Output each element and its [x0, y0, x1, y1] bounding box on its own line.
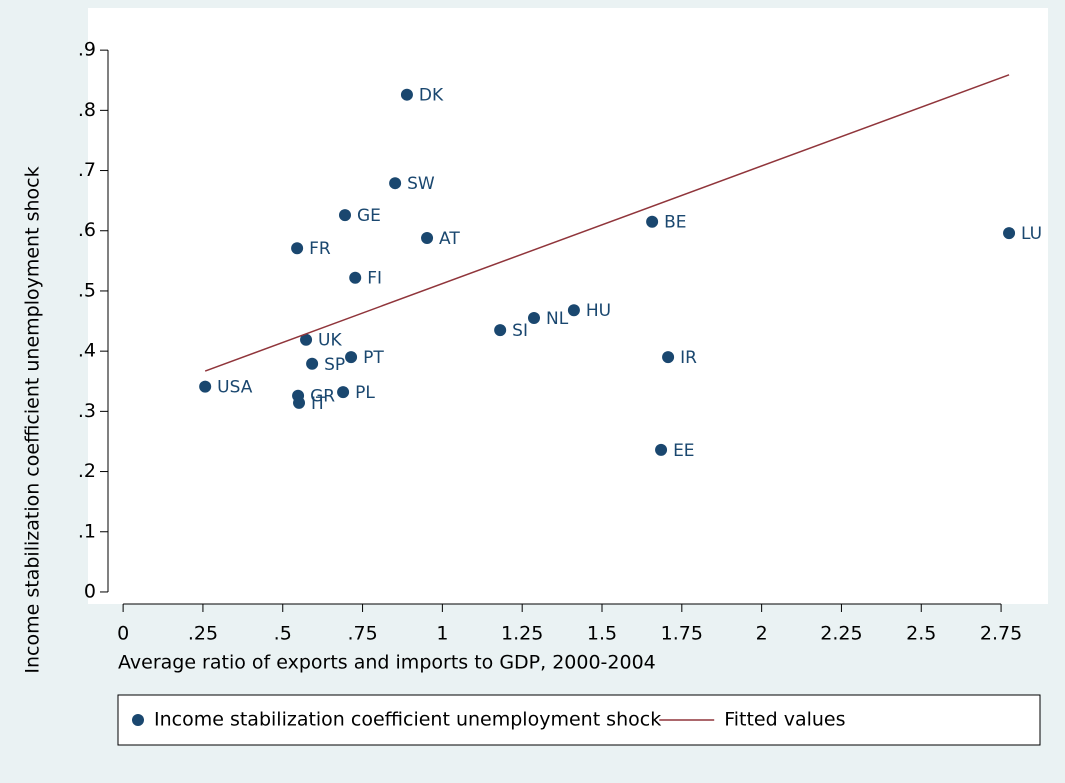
point-label: GE: [357, 206, 381, 226]
x-tick-label: 1.5: [587, 623, 617, 645]
y-tick-label: .4: [78, 340, 96, 362]
point-label: FR: [309, 239, 331, 259]
y-tick-label: .6: [78, 219, 96, 241]
point-label: SW: [407, 174, 435, 194]
point: [300, 333, 313, 346]
point-label: NL: [546, 309, 569, 329]
point-label: UK: [318, 331, 342, 351]
point-label: PL: [355, 383, 375, 403]
point-label: BE: [664, 213, 686, 233]
point: [339, 209, 352, 222]
point-label: LU: [1021, 224, 1042, 244]
legend-label: Income stabilization coefficient unemplo…: [154, 709, 661, 731]
x-tick-label: 2.75: [980, 623, 1022, 645]
y-tick-label: .7: [78, 159, 96, 181]
point: [345, 351, 358, 364]
y-tick-label: 0: [84, 580, 96, 602]
point-label: IR: [680, 348, 697, 368]
y-tick-label: .8: [78, 99, 96, 121]
point-label: DK: [419, 86, 444, 106]
point: [293, 396, 306, 409]
point-label: FI: [367, 269, 382, 289]
x-tick-label: 1.25: [501, 623, 543, 645]
point-label: IT: [311, 394, 327, 414]
point-label: EE: [673, 441, 694, 461]
point: [646, 215, 659, 228]
y-tick-label: .5: [78, 279, 96, 301]
x-tick-label: 1: [436, 623, 448, 645]
point: [655, 443, 668, 456]
legend-marker: [132, 714, 144, 726]
y-tick-label: .9: [78, 39, 96, 61]
point-label: PT: [363, 348, 384, 368]
point: [199, 380, 212, 393]
point: [291, 242, 304, 255]
point: [306, 357, 319, 370]
x-tick-label: .25: [188, 623, 218, 645]
y-tick-label: .2: [78, 460, 96, 482]
point: [389, 177, 402, 190]
point-label: SI: [512, 321, 528, 341]
y-axis-title: Income stabilization coefficient unemplo…: [22, 166, 44, 673]
point: [400, 88, 413, 101]
point: [421, 231, 434, 244]
point: [1003, 227, 1016, 240]
point: [567, 304, 580, 317]
point: [349, 271, 362, 284]
x-tick-label: .5: [274, 623, 292, 645]
x-tick-label: 0: [117, 623, 129, 645]
plot-area: [88, 8, 1048, 604]
y-tick-label: .1: [78, 520, 96, 542]
fit-line: [204, 74, 1010, 372]
y-tick-label: .3: [78, 400, 96, 422]
point-label: AT: [439, 229, 460, 249]
x-axis-title: Average ratio of exports and imports to …: [118, 652, 656, 674]
point: [337, 386, 350, 399]
point-label: GR: [310, 387, 335, 407]
x-tick-label: .75: [347, 623, 377, 645]
point: [494, 324, 507, 337]
point-label: HU: [586, 301, 611, 321]
x-tick-label: 2.25: [820, 623, 862, 645]
x-tick-label: 2.5: [906, 623, 936, 645]
legend: [117, 694, 1041, 746]
point: [662, 351, 675, 364]
legend-label: Fitted values: [724, 709, 845, 731]
point: [527, 312, 540, 325]
x-tick-label: 1.75: [661, 623, 703, 645]
point-label: SP: [324, 355, 345, 375]
x-tick-label: 2: [756, 623, 768, 645]
point-label: USA: [217, 378, 253, 398]
